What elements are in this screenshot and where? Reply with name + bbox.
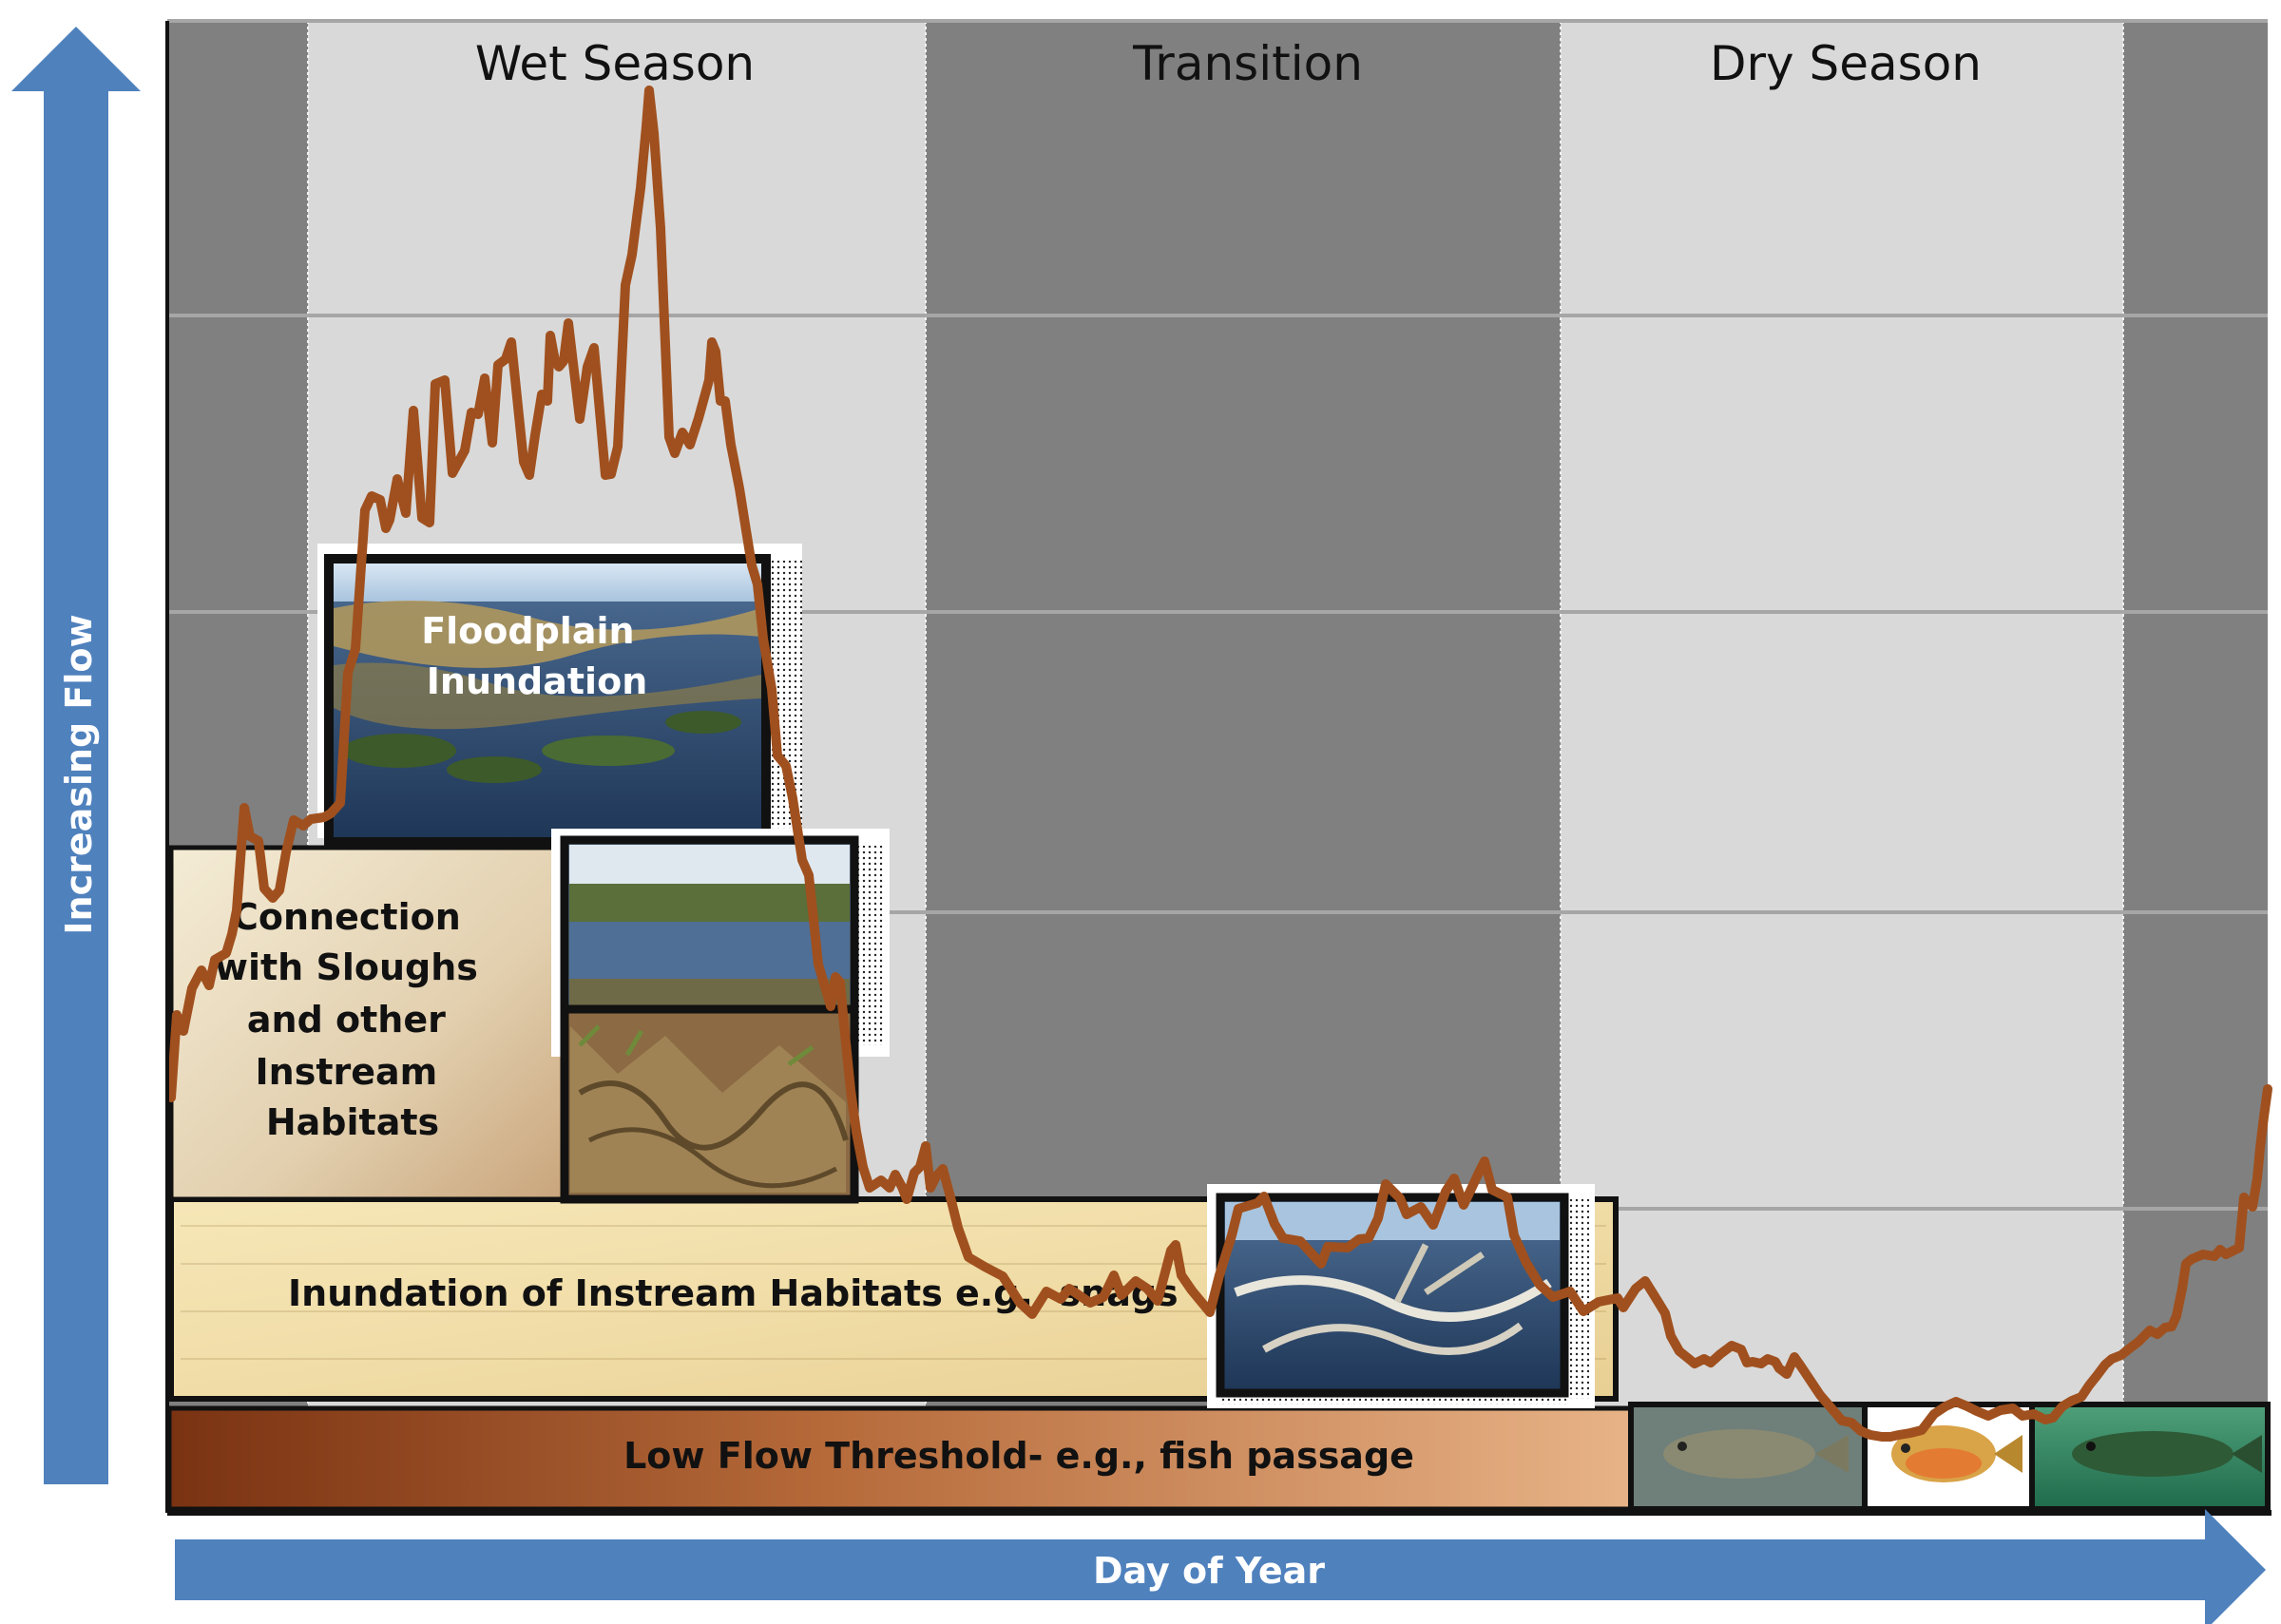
sloughs-label-line: Instream: [256, 1051, 438, 1093]
sloughs-label-line: and other: [247, 999, 446, 1041]
x-arrow-shape: [175, 1509, 2266, 1624]
snag-photo-box: [1207, 1184, 1595, 1408]
band-dry-season: [1561, 21, 2123, 1513]
fish-photo-strip: [1628, 1402, 2271, 1512]
y-axis-label: Increasing Flow: [58, 614, 100, 934]
floodplain-label: Floodplain Inundation: [421, 610, 647, 702]
low-flow-threshold-box: Low Flow Threshold- e.g., fish passage: [166, 1405, 1634, 1512]
x-axis-arrow: Day of Year: [175, 1509, 2266, 1624]
season-label-dry: Dry Season: [1710, 36, 1982, 91]
axes: [165, 21, 2271, 1516]
y-axis-arrow: Increasing Flow: [11, 27, 141, 1484]
slough-photo-stack: [551, 829, 890, 1204]
hydrograph-line: [166, 86, 2272, 1442]
floodplain-label-line: Inundation: [427, 660, 648, 702]
low-flow-label: Low Flow Threshold- e.g., fish passage: [623, 1435, 1414, 1477]
y-arrow-shape: [11, 27, 141, 1484]
sloughs-connection-box: Connection with Sloughs and other Instre…: [168, 845, 565, 1202]
x-axis-label: Day of Year: [1093, 1550, 1325, 1592]
season-label-wet: Wet Season: [475, 36, 755, 91]
sloughs-label-line: Connection: [232, 896, 461, 938]
floodplain-label-line: Floodplain: [421, 610, 634, 652]
band-dark-late: [2123, 21, 2268, 1513]
sloughs-label-line: Habitats: [266, 1101, 439, 1143]
floodplain-photo-box: Floodplain Inundation: [317, 544, 802, 847]
sloughs-label-line: with Sloughs: [215, 946, 478, 988]
season-label-transition: Transition: [1132, 36, 1363, 91]
sloughs-label: Connection with Sloughs and other Instre…: [215, 896, 490, 1143]
